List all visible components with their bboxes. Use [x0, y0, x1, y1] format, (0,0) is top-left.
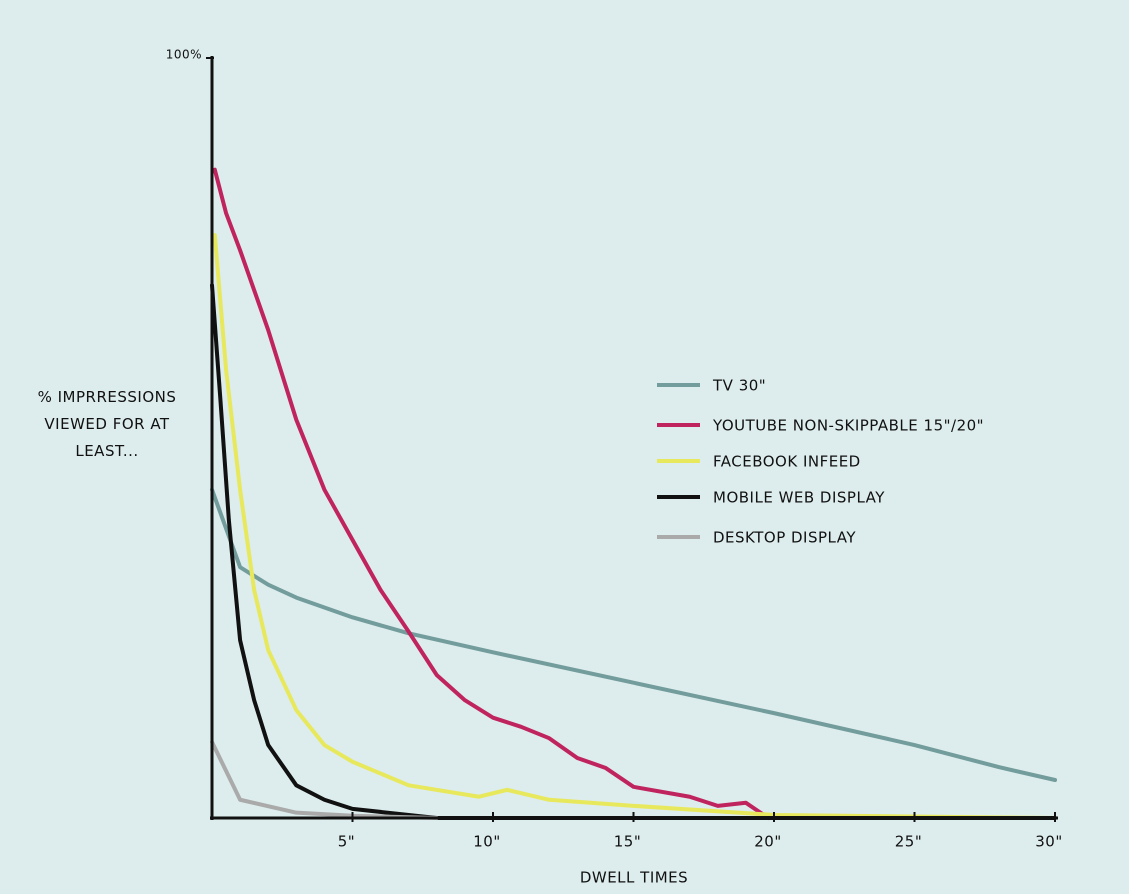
- series-line: [212, 233, 1057, 820]
- series-line: [210, 740, 439, 820]
- plot-area: [210, 167, 1057, 820]
- legend-label: MOBILE WEB DISPLAY: [713, 489, 885, 507]
- x-tick-label: 15": [614, 833, 642, 851]
- x-tick-label: 25": [895, 833, 923, 851]
- series-line: [210, 283, 1057, 820]
- y-tick-label: 100%: [166, 48, 202, 62]
- legend-label: YOUTUBE NON-SKIPPABLE 15"/20": [712, 417, 984, 435]
- x-tick-label: 30": [1035, 833, 1063, 851]
- x-tick-label: 20": [754, 833, 782, 851]
- y-axis-label: % IMPRRESSIONS VIEWED FOR AT LEAST...: [37, 388, 177, 460]
- legend-label: TV 30": [712, 377, 766, 395]
- legend-label: FACEBOOK INFEED: [713, 453, 861, 471]
- series-line: [210, 487, 1057, 782]
- x-tick-label: 5": [338, 833, 355, 851]
- series-line: [212, 167, 771, 820]
- legend-label: DESKTOP DISPLAY: [713, 529, 856, 547]
- x-axis-label: DWELL TIMES: [580, 869, 688, 887]
- x-tick-label: 10": [473, 833, 501, 851]
